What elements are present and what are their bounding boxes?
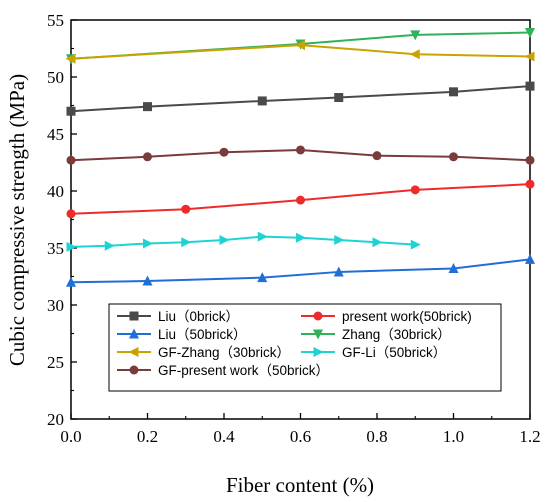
- data-point: [104, 240, 115, 251]
- y-tick-label: 45: [47, 125, 64, 144]
- legend-marker: [313, 311, 323, 321]
- y-tick-label: 40: [47, 182, 64, 201]
- data-point: [143, 102, 152, 112]
- series-layer: [65, 28, 535, 287]
- data-point: [296, 195, 305, 205]
- series-line: [70, 235, 416, 248]
- series-6: [66, 231, 421, 252]
- y-tick-label: 25: [47, 353, 64, 372]
- data-point: [66, 276, 76, 287]
- legend-marker: [129, 311, 139, 321]
- legend-label: present work(50brick): [342, 309, 472, 324]
- data-point: [142, 275, 153, 286]
- data-point: [66, 241, 77, 252]
- data-point: [219, 235, 230, 246]
- data-point: [296, 145, 305, 155]
- data-point: [334, 235, 345, 246]
- x-tick-label: 0.0: [60, 427, 81, 446]
- data-point: [448, 263, 459, 274]
- x-tick-label: 1.0: [443, 427, 464, 446]
- series-line: [70, 44, 531, 60]
- x-tick-label: 0.4: [213, 427, 235, 446]
- series-line: [70, 258, 531, 284]
- y-tick-label: 20: [47, 410, 64, 429]
- legend-box: [108, 303, 502, 392]
- data-point: [143, 152, 152, 162]
- x-tick-label: 0.2: [137, 427, 158, 446]
- data-point: [66, 209, 76, 219]
- data-point: [449, 87, 458, 97]
- data-point: [372, 151, 382, 161]
- y-axis-title: Cubic compressive strength (MPa): [5, 74, 29, 366]
- legend-label: Liu（0brick）: [158, 309, 239, 324]
- data-point: [143, 238, 153, 249]
- legend-item: GF-present work（50brick）: [117, 363, 329, 378]
- legend-label: Liu（50brick）: [158, 327, 247, 342]
- x-tick-label: 0.6: [290, 427, 311, 446]
- series-7: [66, 145, 535, 165]
- data-point: [372, 237, 383, 248]
- legend: Liu（0brick） present work(50brick) Liu（50br…: [108, 303, 502, 392]
- data-point: [257, 231, 268, 242]
- data-point: [525, 155, 535, 165]
- data-point: [524, 51, 535, 62]
- data-point: [525, 81, 535, 91]
- data-point: [296, 232, 306, 243]
- series-1: [66, 81, 535, 116]
- data-point: [257, 96, 267, 106]
- legend-marker: [129, 365, 139, 375]
- legend-item: Liu（0brick）: [117, 309, 239, 324]
- x-tick-label: 1.2: [519, 427, 540, 446]
- data-point: [181, 237, 192, 248]
- series-2: [66, 179, 535, 219]
- legend-marker: [313, 347, 324, 357]
- legend-item: Liu（50brick）: [117, 327, 247, 342]
- data-point: [65, 53, 76, 64]
- data-point: [295, 40, 305, 51]
- data-point: [219, 147, 229, 157]
- series-line: [70, 85, 531, 113]
- data-point: [410, 30, 421, 41]
- legend-label: GF-Zhang（30brick）: [158, 345, 290, 360]
- y-tick-label: 30: [47, 296, 64, 315]
- data-point: [410, 239, 421, 250]
- data-point: [333, 266, 344, 277]
- data-point: [525, 28, 535, 39]
- series-5: [65, 40, 535, 64]
- legend-item: present work(50brick): [301, 309, 472, 324]
- data-point: [66, 155, 76, 165]
- legend-label: Zhang（30brick）: [342, 327, 451, 342]
- data-point: [334, 93, 344, 103]
- data-point: [66, 106, 76, 116]
- y-tick-label: 50: [47, 68, 64, 87]
- y-tick-label: 35: [47, 239, 64, 258]
- data-point: [257, 272, 268, 283]
- axis-ticks: 0.0 0.2 0.4 0.6 0.8 1.0 1.2 20 25 30 35 40 45 50 55: [47, 11, 541, 446]
- series-3: [66, 253, 535, 287]
- data-point: [409, 49, 420, 60]
- x-tick-label: 0.8: [366, 427, 387, 446]
- legend-label: GF-Li（50brick）: [342, 345, 446, 360]
- data-point: [449, 152, 458, 162]
- legend-marker: [128, 347, 139, 357]
- legend-label: GF-present work（50brick）: [158, 363, 329, 378]
- data-point: [525, 179, 535, 189]
- data-point: [181, 204, 191, 214]
- legend-item: GF-Zhang（30brick）: [117, 345, 290, 360]
- legend-item: Zhang（30brick）: [301, 327, 451, 342]
- x-axis-title: Fiber content (%): [226, 473, 374, 497]
- legend-marker: [313, 329, 323, 340]
- data-point: [525, 253, 535, 264]
- y-tick-label: 55: [47, 11, 64, 30]
- data-point: [410, 185, 420, 195]
- legend-item: GF-Li（50brick）: [301, 345, 446, 360]
- legend-marker: [129, 328, 139, 339]
